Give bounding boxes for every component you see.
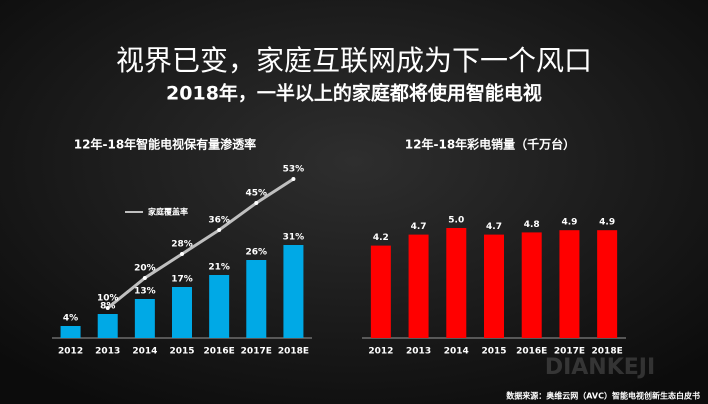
- x-tick-label: 2012: [58, 347, 83, 357]
- value-label: 5.0: [448, 216, 464, 226]
- x-tick-label: 2017E: [554, 347, 585, 357]
- legend-label: 家庭覆盖率: [148, 207, 188, 217]
- x-tick-label: 2013: [95, 347, 120, 357]
- bar: [408, 234, 429, 338]
- source-note: 数据来源：奥维云网（AVC）智能电视创新生态白皮书: [506, 391, 700, 401]
- value-label: 4.8: [524, 220, 540, 230]
- value-label: 4%: [63, 314, 78, 324]
- line-value-label: 28%: [171, 240, 193, 250]
- x-tick-label: 2013: [406, 347, 431, 357]
- line-value-label: 20%: [134, 264, 156, 274]
- x-tick-label: 2012: [368, 347, 393, 357]
- bar: [521, 232, 542, 338]
- value-label: 17%: [171, 275, 193, 285]
- line-point: [254, 201, 259, 205]
- x-tick-label: 2018E: [592, 347, 623, 357]
- bar: [283, 245, 304, 338]
- x-tick-label: 2015: [481, 347, 506, 357]
- value-label: 4.2: [373, 233, 389, 243]
- line: [106, 177, 295, 310]
- value-label: 31%: [283, 233, 305, 243]
- watermark: DIANKEJI: [545, 355, 655, 380]
- bar: [597, 230, 618, 338]
- subtitle: 2018年，一半以上的家庭都将使用智能电视: [166, 82, 542, 105]
- x-tick-label: 2018E: [278, 347, 309, 357]
- x-tick-label: 2016E: [204, 347, 235, 357]
- chart-title: 12年-18年彩电销量（千万台）: [405, 137, 575, 152]
- line-value-label: 10%: [97, 294, 119, 304]
- bar: [370, 245, 391, 338]
- value-label: 26%: [246, 248, 268, 258]
- value-label: 4.9: [561, 218, 577, 228]
- line-value-label: 45%: [246, 189, 268, 199]
- x-tick-label: 2015: [169, 347, 194, 357]
- x-tick-label: 2014: [444, 347, 469, 357]
- line-point: [180, 252, 184, 256]
- chart-title: 12年-18年智能电视保有量渗透率: [74, 137, 256, 152]
- bar: [246, 260, 267, 338]
- bar: [484, 234, 504, 338]
- bar: [134, 299, 155, 338]
- x-tick-label: 2017E: [241, 347, 272, 357]
- bar: [559, 230, 580, 338]
- line-point: [142, 276, 147, 280]
- bar: [60, 326, 81, 338]
- line-point: [105, 306, 110, 310]
- line-value-label: 36%: [208, 216, 230, 226]
- value-label: 21%: [208, 263, 230, 273]
- bar: [172, 287, 192, 338]
- bar: [97, 314, 118, 338]
- x-tick-label: 2016E: [516, 347, 547, 357]
- line-point: [217, 228, 222, 232]
- value-label: 4.9: [599, 218, 615, 228]
- value-label: 4.7: [411, 222, 427, 232]
- value-label: 4.7: [486, 222, 502, 232]
- value-label: 13%: [134, 287, 156, 297]
- title: 视界已变，家庭互联网成为下一个风口: [116, 44, 592, 77]
- bar: [446, 228, 467, 338]
- line-value-label: 53%: [283, 165, 305, 175]
- line-point: [291, 177, 296, 181]
- bar: [209, 275, 230, 338]
- x-tick-label: 2014: [132, 347, 157, 357]
